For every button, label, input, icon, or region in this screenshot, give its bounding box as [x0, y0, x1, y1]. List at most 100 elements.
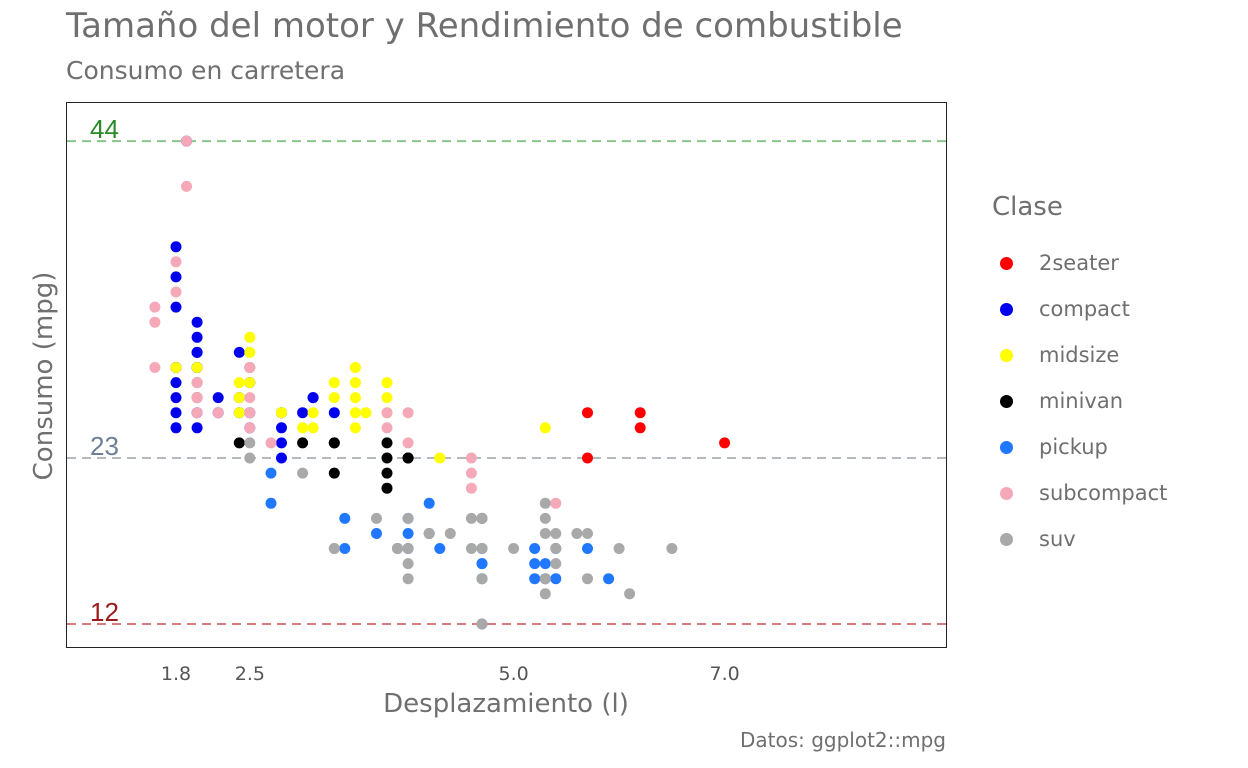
legend-item-pickup: pickup [1000, 424, 1167, 470]
legend-title: Clase [992, 192, 1063, 222]
legend-item-suv: suv [1000, 516, 1167, 562]
legend-label: 2seater [1039, 251, 1119, 275]
point-compact [212, 392, 224, 404]
point-compact [170, 241, 182, 253]
point-subcompact [244, 392, 256, 404]
point-compact [276, 452, 287, 464]
point-subcompact [465, 467, 477, 479]
point-2seater [634, 407, 646, 419]
x-tick-label: 5.0 [498, 663, 528, 685]
point-pickup [265, 467, 277, 479]
point-suv [571, 528, 583, 539]
point-subcompact [170, 286, 182, 298]
legend-label: suv [1039, 527, 1076, 551]
point-midsize [233, 392, 245, 404]
legend-label: subcompact [1039, 481, 1168, 505]
point-midsize [328, 392, 340, 404]
point-subcompact [244, 362, 256, 373]
point-pickup [423, 497, 435, 509]
point-pickup [476, 558, 488, 570]
point-suv [476, 618, 488, 630]
point-subcompact [381, 422, 393, 434]
legend-item-subcompact: subcompact [1000, 470, 1167, 516]
legend-key-compact [1000, 302, 1013, 316]
x-tick-label: 2.5 [235, 663, 265, 685]
point-pickup [339, 543, 351, 554]
point-minivan [233, 437, 245, 449]
point-midsize [349, 377, 361, 389]
point-suv [508, 543, 520, 554]
point-suv [328, 543, 340, 554]
point-midsize [276, 407, 287, 419]
point-suv [539, 497, 551, 509]
legend-label: midsize [1039, 343, 1120, 367]
point-2seater [582, 452, 593, 464]
legend-item-midsize: midsize [1000, 332, 1167, 378]
point-suv [613, 543, 625, 554]
point-suv [476, 573, 488, 585]
point-midsize [434, 452, 446, 464]
chart-subtitle: Consumo en carretera [66, 56, 346, 85]
legend-item-2seater: 2seater [1000, 240, 1167, 286]
point-pickup [582, 543, 593, 554]
point-midsize [191, 362, 203, 373]
point-subcompact [170, 256, 182, 268]
point-midsize [244, 331, 256, 343]
point-subcompact [402, 437, 414, 449]
point-suv [297, 467, 309, 479]
point-suv [402, 512, 414, 524]
point-suv [539, 588, 551, 600]
point-subcompact [191, 377, 203, 389]
point-suv [402, 558, 414, 570]
point-compact [297, 407, 309, 419]
point-midsize [170, 362, 182, 373]
legend-key-subcompact [1000, 486, 1013, 500]
chart-title: Tamaño del motor y Rendimiento de combus… [66, 6, 903, 46]
point-suv [402, 573, 414, 585]
point-suv [476, 543, 488, 554]
legend-item-compact: compact [1000, 286, 1167, 332]
point-suv [582, 573, 593, 585]
point-minivan [402, 452, 414, 464]
point-minivan [297, 437, 309, 449]
point-midsize [307, 422, 319, 434]
point-2seater [634, 422, 646, 434]
point-suv [476, 512, 488, 524]
legend-key-minivan [1000, 394, 1013, 408]
point-midsize [233, 377, 245, 389]
point-compact [191, 346, 203, 358]
point-suv [392, 543, 403, 554]
point-suv [539, 528, 551, 539]
point-midsize [349, 422, 361, 434]
point-subcompact [402, 407, 414, 419]
legend-key-2seater [1000, 256, 1013, 270]
point-minivan [381, 452, 393, 464]
point-subcompact [181, 180, 192, 192]
point-compact [233, 346, 245, 358]
point-suv [444, 528, 456, 539]
point-subcompact [191, 392, 203, 404]
reference-line-label-23: 23 [90, 431, 119, 461]
point-midsize [297, 422, 309, 434]
point-suv [550, 543, 562, 554]
point-pickup [550, 573, 562, 585]
point-compact [170, 301, 182, 313]
point-midsize [349, 392, 361, 404]
point-suv [550, 558, 562, 570]
reference-lines: 44 23 12 [67, 114, 946, 627]
point-compact [191, 331, 203, 343]
point-suv [423, 528, 435, 539]
x-axis-ticks: 1.8 2.5 5.0 7.0 [161, 663, 740, 685]
point-pickup [529, 543, 541, 554]
legend-label: minivan [1039, 389, 1124, 413]
point-subcompact [550, 497, 562, 509]
point-suv [244, 452, 256, 464]
point-suv [666, 543, 678, 554]
point-subcompact [265, 437, 277, 449]
point-subcompact [212, 407, 224, 419]
point-suv [624, 588, 636, 600]
point-pickup [539, 558, 551, 570]
x-axis-label: Desplazamiento (l) [383, 689, 629, 719]
point-pickup [529, 558, 541, 570]
